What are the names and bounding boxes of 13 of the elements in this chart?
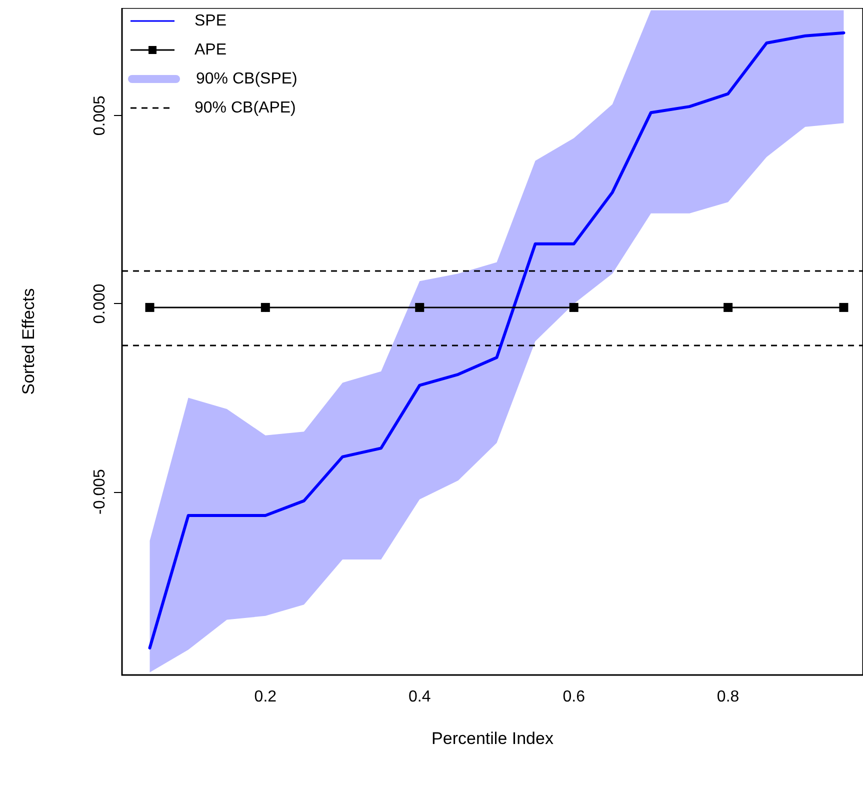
x-tick-label: 0.4 — [408, 688, 431, 706]
y-axis-title: Sorted Effects — [19, 288, 38, 395]
legend-label: SPE — [194, 12, 227, 30]
x-axis-title: Percentile Index — [432, 729, 554, 748]
y-tick-label: -0.005 — [92, 469, 108, 514]
y-tick-label: 0.005 — [92, 95, 108, 136]
y-tick-label: 0.000 — [92, 284, 108, 324]
annotation: 90% CB(SPE) — [196, 70, 298, 88]
x-tick-label: 0.6 — [562, 688, 586, 706]
x-tick-label: 0.8 — [716, 688, 740, 706]
x-tick-label: 0.2 — [254, 688, 277, 706]
legend-label: 90% CB(APE) — [194, 100, 296, 116]
legend-label: APE — [194, 42, 227, 58]
